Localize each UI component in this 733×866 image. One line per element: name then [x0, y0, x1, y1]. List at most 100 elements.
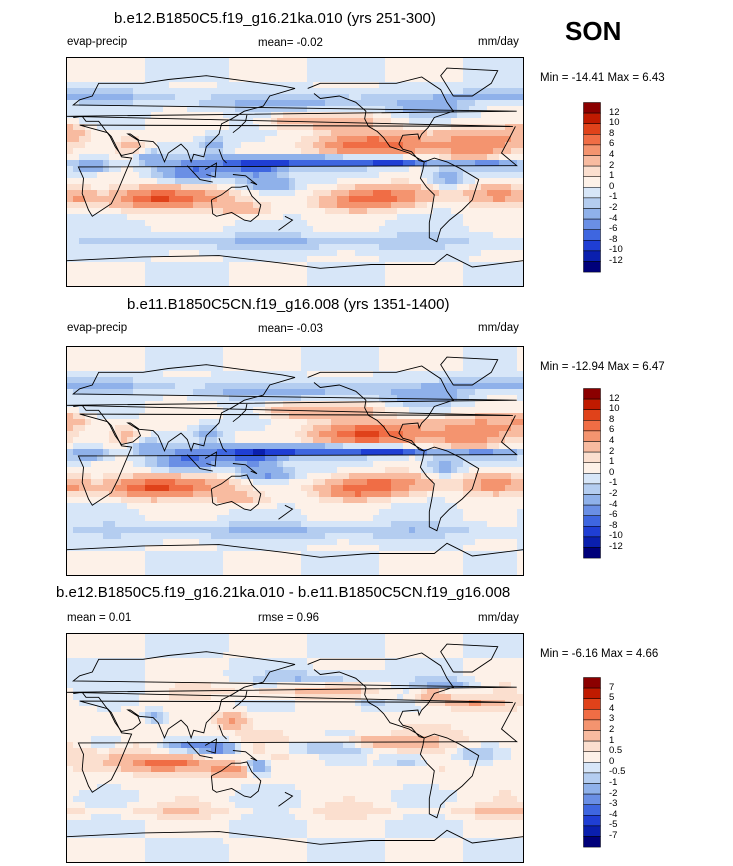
coastline — [67, 829, 523, 845]
panel1-minmax: Min = -14.41 Max = 6.43 — [540, 72, 665, 84]
colorbar-tick-label: -2 — [609, 202, 618, 213]
colorbar-box — [583, 144, 601, 156]
colorbar-box — [583, 409, 601, 421]
panel1-colorbar: 12 10 8 6 4 2 1 0 -1 -2 -4 -6 -8 -10 -12 — [583, 102, 643, 282]
colorbar-tick-label: 2 — [609, 445, 615, 457]
colorbar-box — [583, 229, 601, 241]
colorbar-tick-label: -4 — [609, 498, 618, 510]
colorbar-box — [583, 783, 601, 795]
coastline — [419, 157, 480, 243]
colorbar-tick-label: -7 — [609, 830, 618, 841]
colorbar-tick-label: -0.5 — [609, 766, 626, 778]
coastline — [204, 162, 218, 178]
colorbar-tick-label: 0 — [609, 466, 615, 478]
colorbar-tick-label: -6 — [609, 223, 618, 235]
coastline — [77, 700, 518, 793]
colorbar-box — [583, 793, 601, 805]
colorbar-box — [583, 420, 601, 432]
panel1-units: mm/day — [478, 36, 519, 48]
panel3-map — [66, 633, 524, 863]
coastline — [186, 165, 213, 183]
colorbar-box — [583, 218, 601, 230]
season-label: SON — [565, 16, 622, 46]
coastline — [232, 403, 248, 423]
colorbar-tick-label: 6 — [609, 424, 615, 436]
colorbar-tick-label: 3 — [609, 713, 615, 725]
coastline — [232, 114, 248, 134]
coastline — [67, 651, 517, 740]
panel1-mean: mean= -0.02 — [258, 37, 323, 49]
colorbar-tick-label: 4 — [609, 702, 615, 714]
colorbar-tick-label: 12 — [609, 106, 620, 118]
panel3-units: mm/day — [478, 612, 519, 624]
colorbar-box — [583, 165, 601, 177]
colorbar-tick-label: -10 — [609, 244, 623, 256]
colorbar-box — [583, 441, 601, 453]
colorbar-tick-label: 4 — [609, 435, 615, 446]
colorbar-box — [583, 825, 601, 837]
panel3-minmax: Min = -6.16 Max = 4.66 — [540, 648, 659, 660]
colorbar-box — [583, 494, 601, 506]
colorbar-box — [583, 123, 601, 135]
colorbar-tick-label: -8 — [609, 519, 618, 531]
panel1-variable: evap-precip — [67, 36, 128, 48]
colorbar-box — [583, 698, 601, 710]
colorbar-box — [583, 483, 601, 495]
colorbar-tick-label: -1 — [609, 777, 618, 788]
panel3-colorbar: 7 5 4 3 2 1 0.5 0 -0.5 -1 -2 -3 -4 -5 -7 — [583, 677, 643, 857]
coastline — [77, 124, 518, 217]
colorbar-box — [583, 134, 601, 146]
coastline — [307, 76, 455, 163]
panel2-title: b.e11.B1850C5CN.f19_g16.008 (yrs 1351-14… — [127, 296, 450, 313]
coastline — [232, 174, 258, 186]
colorbar-box — [583, 473, 601, 485]
coastline — [419, 446, 480, 532]
coastline — [278, 504, 294, 520]
panel2-units: mm/day — [478, 322, 519, 334]
colorbar-box — [583, 451, 601, 463]
colorbar-box — [583, 515, 601, 527]
colorbar-box — [583, 772, 601, 784]
colorbar-box — [583, 504, 601, 516]
coastline — [440, 356, 499, 386]
colorbar-tick-label: 7 — [609, 681, 615, 693]
colorbar-box — [583, 547, 601, 559]
coastline — [419, 733, 480, 819]
colorbar-tick-label: -4 — [609, 808, 618, 820]
colorbar-box — [583, 804, 601, 816]
colorbar-tick-label: 1 — [609, 734, 615, 746]
colorbar-tick-label: 5 — [609, 692, 615, 704]
colorbar-tick-label: 8 — [609, 127, 615, 139]
colorbar-box — [583, 388, 601, 400]
coastline — [218, 725, 227, 740]
coastline — [278, 791, 294, 807]
colorbar-box — [583, 677, 601, 689]
colorbar-tick-label: -2 — [609, 787, 618, 799]
colorbar-tick-label: 4 — [609, 149, 615, 160]
colorbar-tick-label: -6 — [609, 509, 618, 521]
colorbar-box — [583, 762, 601, 774]
coastline — [67, 364, 517, 453]
coastline — [67, 542, 523, 558]
coastline — [232, 750, 258, 762]
coastline — [210, 185, 262, 222]
panel3-rmse: rmse = 0.96 — [258, 612, 320, 624]
coastline — [210, 761, 262, 798]
colorbar-tick-label: 10 — [609, 403, 620, 415]
panel3-title: b.e12.B1850C5.f19_g16.21ka.010 - b.e11.B… — [56, 584, 511, 601]
colorbar-box — [583, 197, 601, 209]
colorbar-tick-label: 8 — [609, 413, 615, 425]
panel2-variable: evap-precip — [67, 322, 128, 334]
colorbar-tick-label: -1 — [609, 477, 618, 489]
colorbar-tick-label: 0 — [609, 755, 615, 767]
coastline — [307, 365, 455, 452]
colorbar-tick-label: 12 — [609, 392, 620, 404]
coastline — [77, 413, 518, 506]
colorbar-tick-label: -12 — [609, 255, 623, 266]
colorbar-tick-label: -12 — [609, 541, 623, 552]
colorbar-box — [583, 102, 601, 114]
colorbar-tick-label: 0.5 — [609, 745, 623, 757]
panel2-minmax: Min = -12.94 Max = 6.47 — [540, 361, 665, 373]
colorbar-tick-label: -4 — [609, 212, 618, 224]
colorbar-box — [583, 730, 601, 742]
